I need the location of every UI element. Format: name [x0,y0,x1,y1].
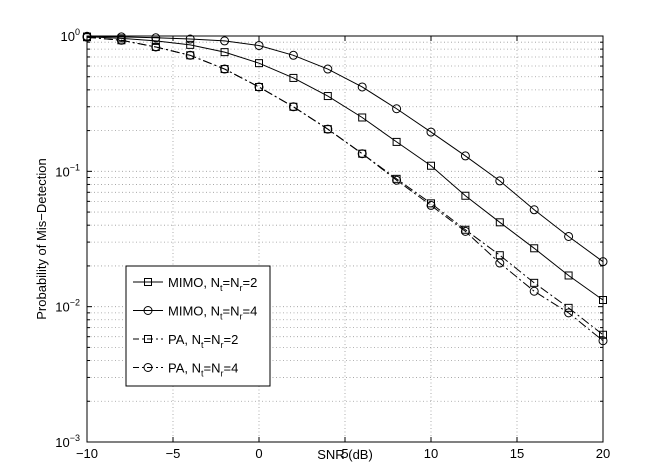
ticks: −10 −5 0 5 10 15 20 100 10−1 10−2 10−3 [55,27,610,461]
legend-label: PA, Nt=Nr=4 [168,361,238,379]
data-point-marker [392,175,402,185]
legend-label: PA, Nt=Nr=2 [168,332,238,350]
data-point-marker [460,151,470,161]
data-point-marker [495,258,505,268]
series-line [86,36,604,342]
x-tick-label: 15 [510,446,524,461]
data-point-marker [151,33,161,43]
data-point-marker [564,308,574,318]
data-point-marker [220,64,230,74]
legend-marker [143,363,153,372]
data-point-marker [288,50,298,60]
x-tick-label: 20 [596,446,610,461]
legend-entry: MIMO, Nt=Nr=2 [133,275,257,293]
data-point-marker [185,50,195,60]
data-point-marker [529,205,539,215]
legend-marker [143,306,153,315]
data-point-marker [357,149,367,159]
data-point-marker [495,218,504,227]
data-point-marker [220,36,230,46]
data-point-marker [254,41,264,51]
data-point-marker [564,231,574,241]
data-point-marker [323,124,333,134]
y-tick-label: 10−2 [55,298,80,315]
legend-label: MIMO, Nt=Nr=4 [168,304,257,322]
y-tick-label: 10−1 [55,162,80,179]
x-tick-label: 10 [424,446,438,461]
data-point-marker [255,59,263,68]
data-point-marker [392,104,402,114]
series-1 [83,32,607,305]
legend-marker [144,278,152,286]
data-point-marker [323,92,332,101]
legend-entry: PA, Nt=Nr=2 [133,332,238,350]
data-point-marker [529,286,539,296]
data-point-marker [254,82,264,92]
x-axis-label: SNR (dB) [317,447,373,462]
y-axis-label: Probability of Mis−Detection [34,158,49,320]
legend-label: MIMO, Nt=Nr=2 [168,275,257,293]
data-point-marker [460,226,470,236]
y-tick-label: 100 [61,27,80,44]
data-point-marker [185,34,195,44]
data-point-marker [186,40,195,49]
grid [87,36,603,442]
data-point-marker [357,82,367,92]
data-point-marker [323,64,333,74]
y-tick-label: 10−3 [55,433,80,450]
data-point-marker [427,161,435,170]
data-point-marker [564,271,573,280]
x-tick-label: 0 [255,446,262,461]
x-tick-label: −5 [166,446,181,461]
data-point-marker [288,102,298,112]
series-line [86,36,604,301]
legend-entry: PA, Nt=Nr=4 [133,361,238,379]
data-point-marker [289,73,298,82]
data-point-marker [530,278,539,287]
legend-entry: MIMO, Nt=Nr=4 [133,304,257,322]
series-4 [82,32,608,346]
data-point-marker [392,137,401,146]
legend: MIMO, Nt=Nr=2 MIMO, Nt=Nr=4 PA, Nt=Nr=2 PA,… [125,265,271,387]
data-point-marker [426,200,436,210]
data-point-marker [151,42,161,52]
data-point-marker [220,48,229,57]
data-point-marker [358,113,367,122]
x-tick-label: 5 [341,446,348,461]
data-point-marker [530,244,539,253]
data-point-marker [426,127,436,137]
data-point-marker [564,303,573,312]
data-point-marker [495,176,505,186]
data-point-marker [461,191,470,200]
legend-marker [144,335,152,343]
x-tick-label: −10 [76,446,98,461]
